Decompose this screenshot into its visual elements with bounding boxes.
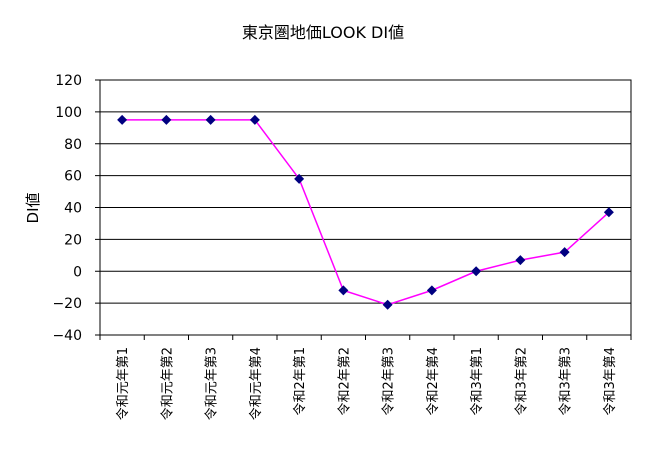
- data-point: [515, 255, 526, 266]
- x-tick-label: 令和3年第4: [603, 347, 618, 416]
- series-line: [122, 119, 610, 306]
- data-point: [603, 207, 614, 218]
- x-tick-label: 令和2年第1: [293, 347, 308, 416]
- x-tick-label: 令和3年第2: [514, 347, 529, 416]
- data-point: [117, 114, 128, 125]
- x-tick-label: 令和元年第1: [116, 347, 131, 420]
- y-tick-label: 80: [64, 137, 82, 153]
- plot-area: 120 100 80 60 40 20 0 −20 −40 令和元年第1 令和元年第2 令和元年第3 令…: [52, 73, 632, 420]
- y-tick-label: 0: [73, 264, 82, 280]
- y-tick-label: −40: [52, 328, 82, 344]
- x-tick-label: 令和2年第2: [337, 347, 352, 416]
- y-tick-label: −20: [52, 296, 82, 312]
- data-point: [382, 299, 393, 310]
- x-tick-label: 令和3年第3: [559, 347, 574, 416]
- data-point: [471, 266, 482, 277]
- data-point: [249, 114, 260, 125]
- data-point: [294, 173, 305, 184]
- y-tick-label: 20: [64, 232, 82, 248]
- y-tick-label: 60: [64, 169, 82, 185]
- x-tick-label: 令和2年第3: [382, 347, 397, 416]
- chart-title: 東京圏地価LOOK DI値: [242, 23, 404, 42]
- x-tick-label: 令和2年第4: [426, 347, 441, 416]
- data-point: [161, 114, 172, 125]
- y-tick-label: 40: [64, 201, 82, 217]
- data-point: [338, 285, 349, 296]
- y-axis-label: DI値: [24, 193, 42, 224]
- data-point: [205, 114, 216, 125]
- y-tick-label: 100: [55, 105, 82, 121]
- x-tick-label: 令和元年第4: [249, 347, 264, 420]
- x-tick-label: 令和元年第2: [160, 347, 175, 420]
- y-tick-label: 120: [55, 73, 82, 89]
- data-point: [559, 247, 570, 258]
- x-tick-label: 令和元年第3: [205, 347, 220, 420]
- data-point: [426, 285, 437, 296]
- x-tick-label: 令和3年第1: [470, 347, 485, 416]
